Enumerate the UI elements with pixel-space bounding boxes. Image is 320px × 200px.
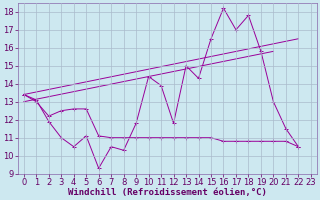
X-axis label: Windchill (Refroidissement éolien,°C): Windchill (Refroidissement éolien,°C) [68,188,267,197]
